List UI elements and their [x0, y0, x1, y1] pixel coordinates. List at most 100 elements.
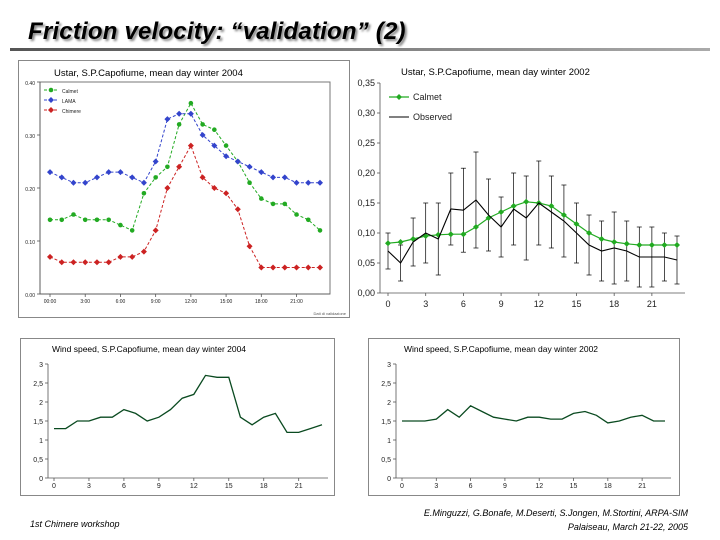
x-tick-label: 9:00: [151, 299, 161, 305]
y-tick-label: 0,20: [357, 168, 375, 178]
data-point: [82, 217, 88, 223]
data-point: [305, 217, 311, 223]
y-tick-label: 0,15: [357, 198, 375, 208]
data-point: [47, 169, 53, 176]
data-point: [636, 242, 643, 248]
y-tick-label: 3: [387, 362, 391, 369]
data-point: [176, 163, 183, 170]
x-tick-label: 0: [385, 299, 390, 309]
y-tick-label: 0: [39, 476, 43, 483]
slide-title: Friction velocity: “validation” (2): [28, 18, 406, 45]
y-tick-label: 0.10: [25, 240, 35, 246]
y-tick-label: 1,5: [381, 419, 391, 426]
series-line-wind-speed: [402, 405, 665, 424]
data-point: [129, 228, 135, 233]
x-tick-label: 0: [52, 483, 56, 490]
data-point: [270, 174, 277, 181]
legend-label: Chimere: [62, 109, 81, 115]
x-tick-label: 6: [469, 483, 473, 490]
data-point: [211, 185, 218, 191]
x-tick-label: 9: [499, 299, 504, 309]
wind-2002-chart: Wind speed, S.P.Capofiume, mean day wint…: [368, 338, 680, 496]
data-point: [598, 236, 605, 242]
data-point: [270, 201, 276, 207]
y-tick-label: 0,25: [357, 138, 375, 148]
legend-label: LAMA: [62, 99, 76, 105]
x-tick-label: 15: [571, 299, 581, 309]
data-point: [70, 259, 77, 266]
chart-frame: [368, 338, 680, 496]
data-point: [294, 212, 299, 217]
x-tick-label: 3:00: [80, 299, 90, 305]
data-point: [200, 122, 205, 127]
data-point: [141, 191, 147, 196]
data-point: [305, 264, 312, 271]
data-point: [281, 174, 288, 181]
x-tick-label: 6: [122, 483, 126, 490]
x-tick-label: 12:00: [185, 299, 198, 305]
data-point: [70, 179, 77, 186]
x-tick-label: 18: [604, 483, 612, 490]
data-point: [118, 222, 123, 228]
data-point: [94, 217, 100, 223]
legend-marker: [48, 107, 54, 113]
x-tick-label: 12: [190, 483, 198, 490]
data-point: [164, 185, 171, 191]
chart-title: Ustar, S.P.Capofiume, mean day winter 20…: [401, 67, 590, 78]
x-tick-label: 18:00: [255, 299, 268, 305]
chart-frame: [18, 60, 350, 318]
x-tick-label: 18: [260, 483, 268, 490]
data-point: [258, 264, 265, 271]
x-tick-label: 12: [535, 483, 543, 490]
data-point: [223, 153, 230, 160]
data-point: [152, 227, 159, 234]
data-point: [234, 206, 241, 213]
legend-label: Observed: [413, 112, 452, 122]
y-tick-label: 0,35: [357, 78, 375, 88]
y-tick-label: 1: [387, 438, 391, 445]
x-tick-label: 21: [647, 299, 657, 309]
x-tick-label: 15:00: [220, 299, 233, 305]
chart-title: Ustar, S.P.Capofiume, mean day winter 20…: [54, 68, 243, 79]
data-point: [258, 169, 265, 176]
y-tick-label: 3: [39, 362, 43, 369]
x-tick-label: 9: [503, 483, 507, 490]
data-point: [317, 264, 323, 271]
data-point: [270, 264, 277, 271]
data-point: [586, 230, 593, 236]
data-point: [140, 248, 147, 255]
data-point: [623, 240, 630, 247]
legend-marker: [48, 97, 54, 103]
series-line-wind-speed: [54, 374, 323, 434]
data-point: [153, 175, 158, 180]
y-tick-label: 0,5: [33, 457, 43, 464]
data-point: [573, 221, 580, 227]
x-tick-label: 21:00: [290, 299, 303, 305]
data-point: [106, 217, 111, 223]
legend-label: Calmet: [62, 89, 78, 95]
data-point: [246, 163, 253, 170]
chart-title: Wind speed, S.P.Capofiume, mean day wint…: [404, 344, 598, 354]
data-point: [259, 196, 264, 201]
legend-marker: [48, 87, 54, 93]
data-point: [317, 228, 323, 233]
x-tick-label: 12: [534, 299, 544, 309]
data-point: [223, 143, 229, 148]
data-point: [47, 217, 53, 223]
footer-authors: E.Minguzzi, G.Bonafe, M.Deserti, S.Jonge…: [423, 508, 688, 518]
y-tick-label: 2: [387, 400, 391, 407]
ustar-2002-chart: Ustar, S.P.Capofiume, mean day winter 20…: [357, 67, 685, 309]
series-line-observed: [387, 199, 678, 264]
data-point: [293, 179, 300, 186]
data-point: [82, 179, 89, 186]
y-tick-label: 0,10: [357, 228, 375, 238]
data-point: [105, 169, 112, 176]
data-point: [165, 164, 170, 170]
data-point: [93, 174, 100, 181]
y-tick-label: 0.20: [25, 187, 35, 193]
data-point: [472, 224, 479, 230]
data-point: [246, 243, 253, 250]
data-point: [293, 264, 300, 271]
corner-note: Dati di validazione: [314, 311, 347, 316]
chart-title: Wind speed, S.P.Capofiume, mean day wint…: [52, 344, 246, 354]
